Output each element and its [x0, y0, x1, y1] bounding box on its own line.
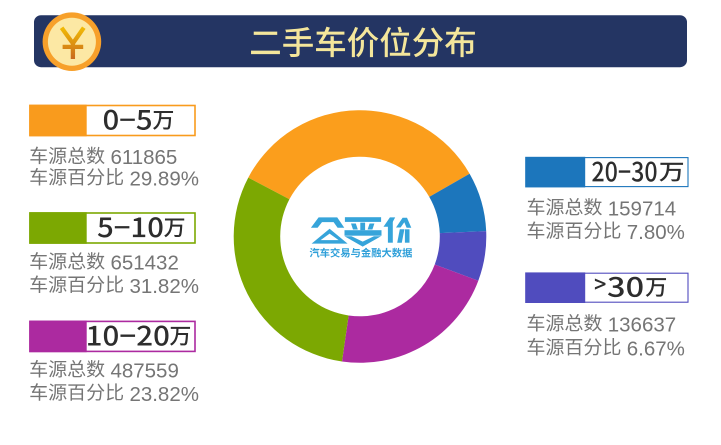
svg-text:23.82%: 23.82% [129, 383, 199, 406]
svg-text:6.67%: 6.67% [627, 338, 685, 361]
svg-text:611865: 611865 [110, 146, 177, 169]
svg-text:31.82%: 31.82% [129, 275, 199, 298]
svg-text:136637: 136637 [608, 314, 676, 337]
svg-text:29.89%: 29.89% [129, 168, 199, 191]
svg-text:7.80%: 7.80% [627, 221, 685, 244]
svg-text:487559: 487559 [110, 360, 178, 383]
svg-text:159714: 159714 [608, 198, 676, 221]
svg-text:651432: 651432 [110, 252, 178, 275]
